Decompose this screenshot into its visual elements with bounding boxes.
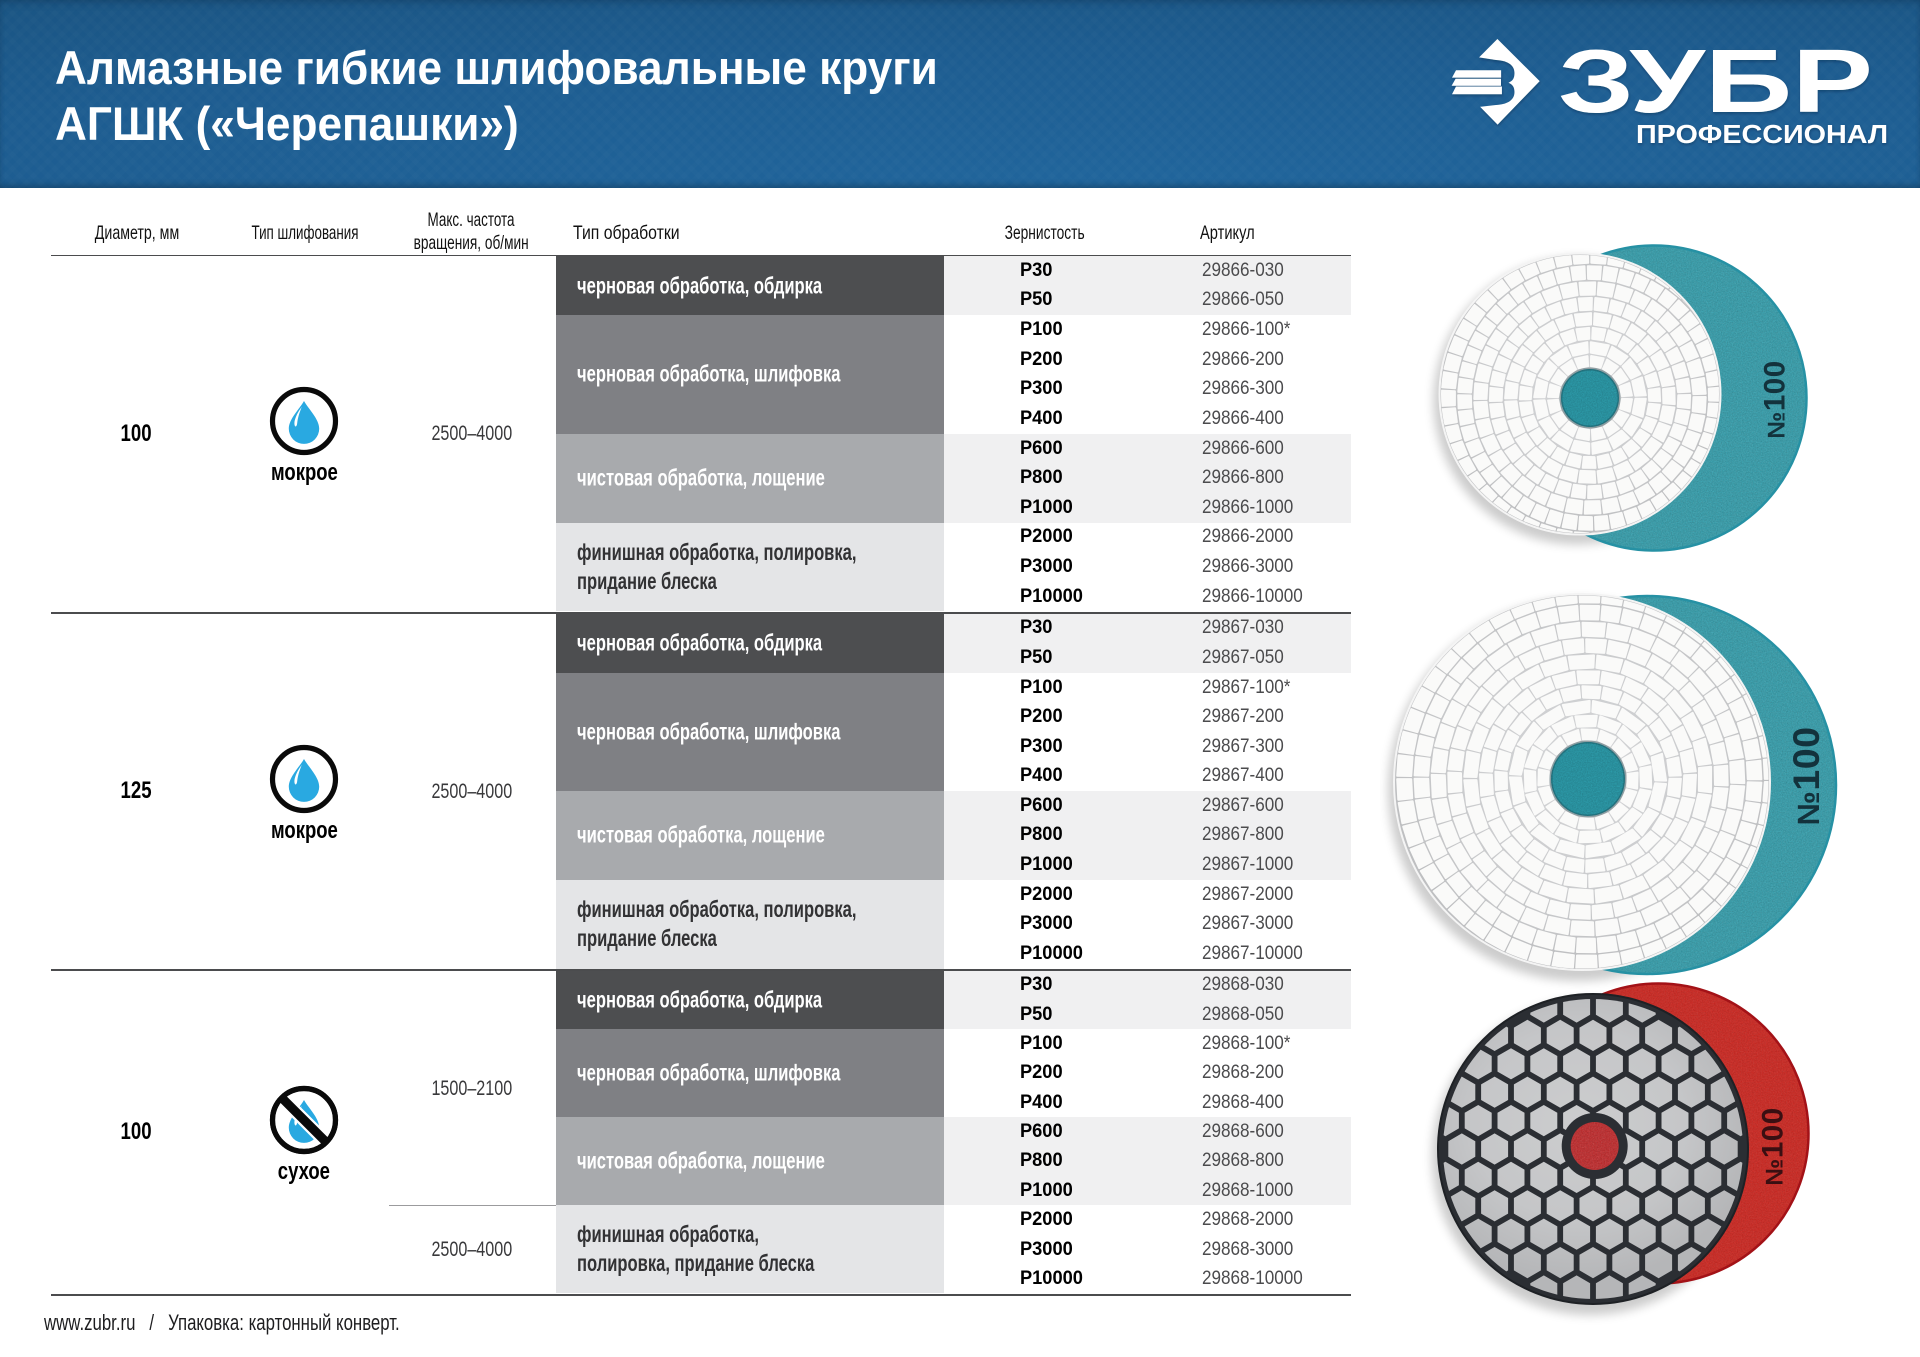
svg-text:№100: №100 xyxy=(1759,360,1792,438)
svg-text:ПРОФЕССИОНАЛ: ПРОФЕССИОНАЛ xyxy=(1636,121,1888,149)
svg-text:№100: №100 xyxy=(1757,1107,1790,1185)
svg-text:ЗУБР: ЗУБР xyxy=(1558,32,1873,132)
svg-text:№100: №100 xyxy=(1785,727,1827,826)
